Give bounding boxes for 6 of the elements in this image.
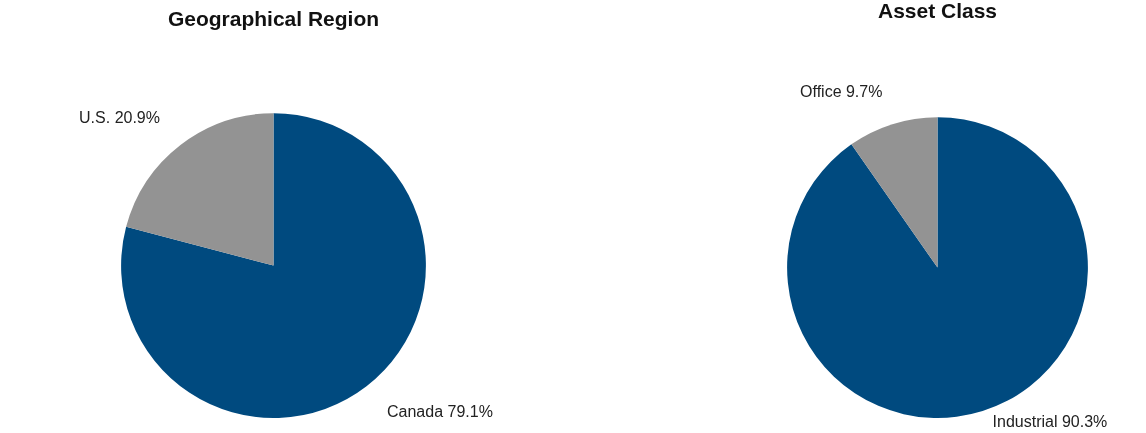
chart-title: Asset Class [877, 0, 998, 23]
slice-label: Industrial 90.3% [992, 413, 1108, 431]
chart-title: Geographical Region [167, 7, 380, 31]
slice-label: U.S. 20.9% [79, 108, 161, 126]
slice-label: Office 9.7% [800, 82, 883, 100]
slice-label: Canada 79.1% [386, 403, 493, 421]
